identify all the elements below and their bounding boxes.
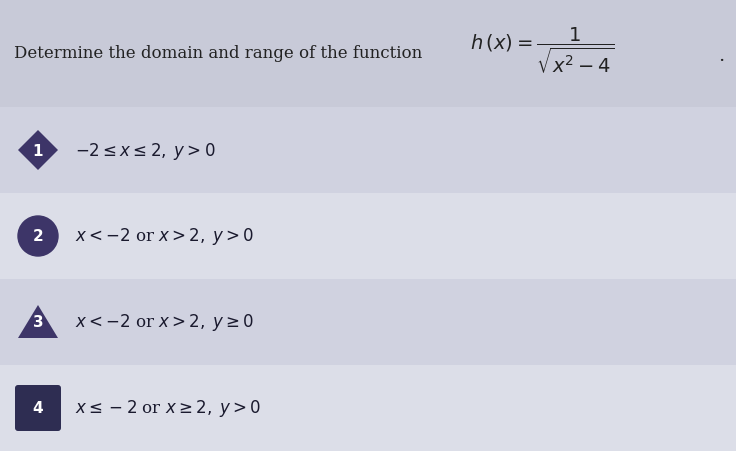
- Circle shape: [18, 216, 58, 257]
- Polygon shape: [18, 305, 58, 338]
- Text: 1: 1: [32, 143, 43, 158]
- Bar: [0, 279, 736, 365]
- Text: $-2 \leq x \leq 2,\; y > 0$: $-2 \leq x \leq 2,\; y > 0$: [75, 140, 216, 161]
- Text: .: .: [718, 47, 724, 65]
- Text: 4: 4: [32, 400, 43, 415]
- Text: $x < -2$ or $x > 2,\; y > 0$: $x < -2$ or $x > 2,\; y > 0$: [75, 226, 254, 247]
- Text: $x \leq -2$ or $x \geq 2,\; y > 0$: $x \leq -2$ or $x \geq 2,\; y > 0$: [75, 398, 261, 419]
- Polygon shape: [18, 131, 58, 170]
- Text: $x < -2$ or $x > 2,\; y \geq 0$: $x < -2$ or $x > 2,\; y \geq 0$: [75, 312, 254, 333]
- FancyBboxPatch shape: [15, 385, 61, 431]
- Text: $h\,(x) = \dfrac{1}{\sqrt{x^2-4}}$: $h\,(x) = \dfrac{1}{\sqrt{x^2-4}}$: [470, 25, 615, 75]
- Bar: [0, 193, 736, 279]
- Bar: [0, 365, 736, 451]
- Text: 3: 3: [32, 315, 43, 330]
- Text: 2: 2: [32, 229, 43, 244]
- Bar: [0, 108, 736, 193]
- Text: Determine the domain and range of the function: Determine the domain and range of the fu…: [14, 46, 428, 62]
